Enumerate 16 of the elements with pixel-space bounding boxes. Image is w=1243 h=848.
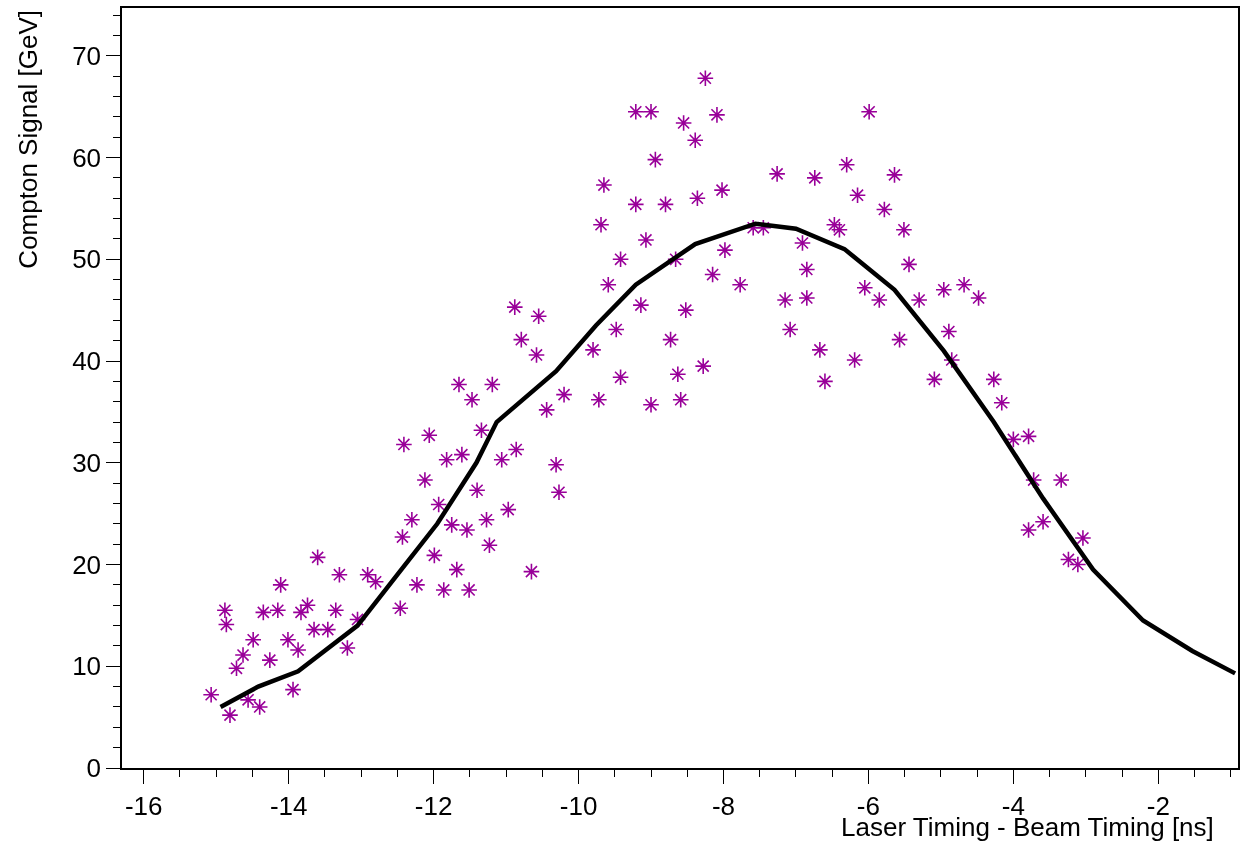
x-tick-label: -2 (1146, 790, 1170, 821)
x-tick-label: -10 (559, 790, 598, 821)
y-tick-label: 10 (72, 651, 102, 682)
y-tick-label: 40 (72, 346, 102, 377)
y-tick-label: 30 (72, 447, 102, 478)
y-tick-label: 20 (72, 549, 102, 580)
y-tick-label: 50 (72, 244, 102, 275)
x-tick-label: -12 (414, 790, 453, 821)
x-tick-label: -16 (124, 790, 163, 821)
x-tick-label: -14 (269, 790, 308, 821)
y-tick-label: 70 (72, 40, 102, 71)
y-axis-title: Compton Signal [GeV] (12, 9, 43, 269)
x-tick-label: -8 (711, 790, 736, 821)
line-series (218, 221, 1238, 710)
y-tick-label: 60 (72, 142, 102, 173)
y-tick-label: 0 (86, 753, 102, 784)
